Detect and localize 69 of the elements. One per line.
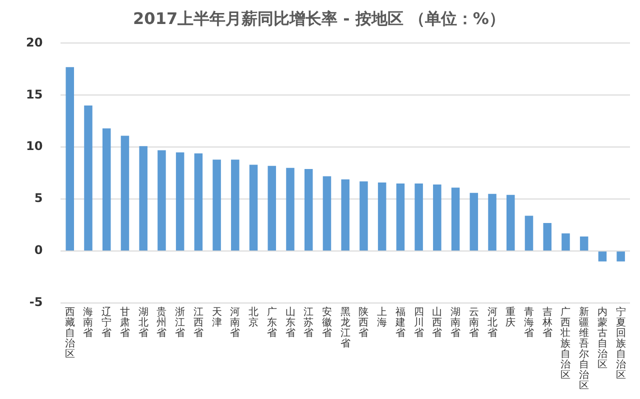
x-tick-label: 新疆维吾尔自治区 [579,306,590,392]
x-tick-label: 海南省 [83,306,94,339]
bar [506,194,515,251]
x-tick-label: 甘肃省 [120,306,130,339]
bar [322,176,332,251]
bar [84,106,92,251]
bar [120,136,130,251]
bar [102,128,111,251]
bar [341,179,350,251]
x-tick-label: 湖南省 [450,306,461,339]
bar [433,184,442,251]
x-tick-label: 辽宁省 [102,306,112,339]
bar [378,182,386,251]
y-tick-label: 20 [26,35,43,50]
x-tick-label: 贵州省 [156,306,167,339]
bar [194,153,203,251]
chart-title: 2017上半年月薪同比增长率 - 按地区 （单位：%） [133,8,505,28]
x-tick-label: 福建省 [394,306,406,339]
x-tick-label: 山西省 [432,306,442,339]
y-tick-label: 5 [34,191,43,206]
x-tick-label: 青海省 [524,306,534,339]
bar [616,252,625,262]
x-tick-label: 河南省 [230,306,240,339]
x-tick-label: 广东省 [266,306,277,339]
x-tick-label: 湖北省 [138,306,148,339]
bar [286,168,294,251]
x-tick-label: 宁夏回族自治区 [616,306,626,381]
bar [598,252,607,262]
bar [580,236,588,251]
x-tick-label: 重庆 [506,306,516,328]
bar [543,222,552,251]
bar [66,67,74,251]
y-tick-label: -5 [29,295,43,310]
x-tick-label: 江西省 [193,306,204,339]
bar [396,183,405,251]
x-tick-label: 吉林省 [541,306,552,339]
y-tick-label: 10 [26,139,43,154]
x-tick-label: 陕西省 [358,306,369,339]
x-tick-label: 浙江省 [175,306,186,339]
x-tick-label: 北京 [248,306,259,328]
bar [249,164,258,251]
x-tick-label: 山东省 [285,306,296,339]
x-tick-label: 黑龙江省 [340,306,350,350]
bar [414,183,423,251]
x-tick-label: 天津 [212,306,222,328]
bar [470,192,478,251]
bar [488,194,496,251]
bar [451,188,460,251]
bar [176,152,184,251]
x-tick-label: 四川省 [414,306,424,339]
bar [562,233,570,251]
x-tick-label: 云南省 [468,306,479,339]
x-tick-label: 上海 [377,306,388,328]
bar [268,166,276,251]
y-tick-label: 0 [34,243,43,258]
bar [158,150,166,251]
bar [231,160,240,251]
bar [139,146,148,251]
bar [524,216,534,251]
x-tick-label: 内蒙古自治区 [597,306,608,370]
bar [212,160,221,251]
x-tick-label: 江苏省 [304,306,314,339]
x-tick-label: 河北省 [487,306,498,339]
bar [304,168,313,251]
y-tick-label: 15 [26,87,43,102]
bar [360,181,368,251]
x-tick-label: 安徽省 [322,306,332,339]
x-tick-label: 西藏自治区 [64,306,75,360]
x-tick-label: 广西壮族自治区 [560,306,571,381]
